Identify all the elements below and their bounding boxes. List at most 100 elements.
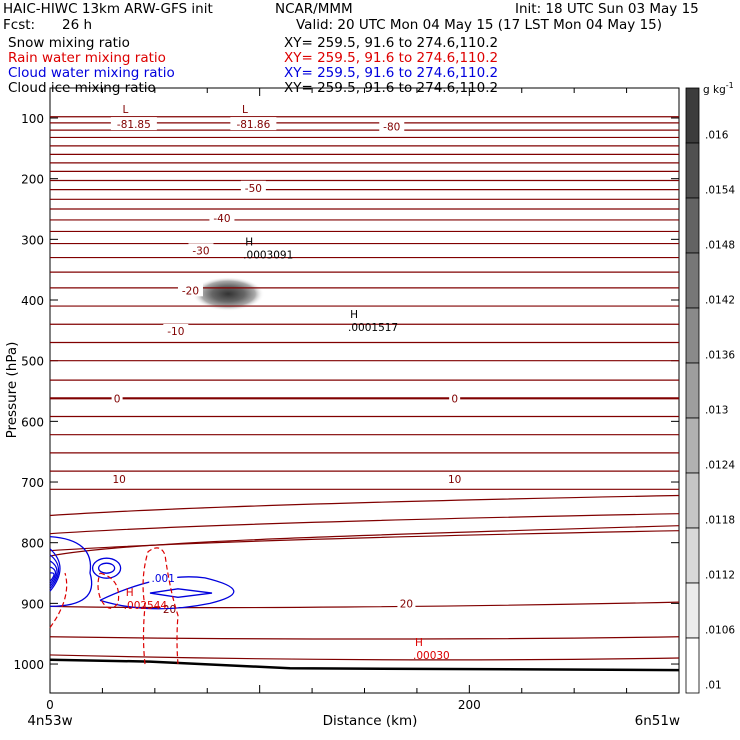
cloud-water-contour xyxy=(49,554,60,590)
cloud-water-contour xyxy=(49,548,61,592)
isotherm-line xyxy=(49,530,680,552)
y-tick-label: 1000 xyxy=(13,658,44,672)
rain-water-contour xyxy=(49,572,68,628)
model-title: HAIC-HIWC 13km ARW-GFS init xyxy=(3,1,213,17)
isotherm-line xyxy=(49,654,680,661)
rain-water-contour xyxy=(97,572,120,609)
y-tick-label: 900 xyxy=(21,597,44,611)
extremum-value: .0001517 xyxy=(348,322,398,334)
isotherm-label-bg xyxy=(397,596,416,610)
isotherm-label: -20 xyxy=(182,285,199,297)
isotherm-label: -80 xyxy=(383,121,400,133)
colorbar-label: .01 xyxy=(705,679,722,691)
colorbar-swatch xyxy=(685,637,700,694)
valid-time: Valid: 20 UTC Mon 04 May 15 (17 LST Mon … xyxy=(296,17,662,33)
colorbar-swatch xyxy=(685,142,700,199)
forecast-label: Fcst: xyxy=(3,17,35,33)
org-label: NCAR/MMM xyxy=(275,1,353,17)
colorbar-label: .016 xyxy=(705,129,729,141)
colorbar-label: .0136 xyxy=(705,349,735,361)
isotherm-line xyxy=(49,494,680,517)
isotherm-label: 0 xyxy=(114,393,121,405)
colorbar-label: .0142 xyxy=(705,294,735,306)
colorbar-label: .0148 xyxy=(705,239,735,251)
isotherm-label: 20 xyxy=(400,598,413,610)
extremum-marker: H xyxy=(350,309,358,321)
y-tick-label: 600 xyxy=(21,415,44,429)
cloud-water-label-bg xyxy=(149,570,178,583)
colorbar: .016 .0154 .0148 .0142 .0136 .013 .0124 .0118 .0… xyxy=(685,87,735,694)
x-tick-label: 200 xyxy=(458,698,481,712)
isotherm-label: 0 xyxy=(451,393,458,405)
y-tick-label: 500 xyxy=(21,355,44,369)
isotherm-line xyxy=(49,601,680,609)
extremum-marker: H xyxy=(415,637,423,649)
x-axis-title: Distance (km) xyxy=(323,713,418,729)
colorbar-swatch xyxy=(685,527,700,584)
init-time: Init: 18 UTC Sun 03 May 15 xyxy=(515,1,699,17)
cloud-water-contour xyxy=(91,557,122,579)
extremum-marker: L xyxy=(123,104,129,116)
colorbar-swatch xyxy=(685,307,700,364)
x-left-endpoint: 4n53w xyxy=(27,713,72,729)
isotherm-label-bg xyxy=(230,117,277,131)
legend-field-name: Snow mixing ratio xyxy=(8,35,130,51)
colorbar-label: .0124 xyxy=(705,459,735,471)
isotherm-label-bg xyxy=(188,243,214,257)
y-tick-label: 700 xyxy=(21,476,44,490)
forecast-hour: 26 h xyxy=(62,17,92,33)
isotherm-label: -81.85 xyxy=(117,119,151,131)
isotherm-label-bg xyxy=(111,391,123,405)
colorbar-swatch xyxy=(685,252,700,309)
legend-field-xy: XY= 259.5, 91.6 to 274.6,110.2 xyxy=(284,50,498,66)
terrain-line xyxy=(49,658,680,672)
isotherm-label-bg xyxy=(379,119,405,133)
cloud-water-contour xyxy=(97,562,116,574)
isotherm-label: 20 xyxy=(163,604,176,616)
cloud-water-label: .001 xyxy=(152,573,175,585)
cloud-water-contour xyxy=(49,560,58,587)
y-tick-label: 100 xyxy=(21,112,44,126)
x-tick-label: 0 xyxy=(46,698,54,712)
isotherm-label: -50 xyxy=(245,183,262,195)
cloud-water-contour xyxy=(49,566,57,585)
isotherm-line xyxy=(49,525,680,557)
y-tick-label: 200 xyxy=(21,173,44,187)
isotherm-line xyxy=(49,513,680,535)
cloud-water-contour xyxy=(49,572,55,582)
colorbar-label: .0118 xyxy=(705,514,735,526)
extremum-value: .00030 xyxy=(413,650,450,662)
y-axis-title: Pressure (hPa) xyxy=(4,342,20,439)
isotherm-label-bg xyxy=(240,180,266,194)
cloud-water-contour xyxy=(149,588,213,598)
extremum-marker: H xyxy=(126,587,134,599)
field-legend: Snow mixing ratio XY= 259.5, 91.6 to 274.… xyxy=(8,35,498,96)
isotherm-label-bg xyxy=(110,471,129,485)
isotherm-label: -30 xyxy=(192,245,209,257)
isotherm-label: -40 xyxy=(213,213,230,225)
y-tick-label: 800 xyxy=(21,537,44,551)
isotherm-label: 10 xyxy=(113,474,126,486)
colorbar-swatch xyxy=(685,417,700,474)
colorbar-unit: g kg-1 xyxy=(703,81,734,96)
isotherm-label-bg xyxy=(449,391,461,405)
extremum-marker: L xyxy=(242,104,248,116)
legend-field-xy: XY= 259.5, 91.6 to 274.6,110.2 xyxy=(284,65,498,81)
isotherm-label-bg xyxy=(110,117,157,131)
colorbar-label: .013 xyxy=(705,404,728,416)
colorbar-label: .0106 xyxy=(705,624,735,636)
colorbar-swatch xyxy=(685,197,700,254)
colorbar-swatch xyxy=(685,582,700,639)
rain-water-contour xyxy=(142,547,179,665)
extremum-value: .002544 xyxy=(124,600,168,612)
x-right-endpoint: 6n51w xyxy=(635,713,680,729)
isotherm-label: 10 xyxy=(448,474,461,486)
colorbar-label: .0112 xyxy=(705,569,735,581)
isotherm-line xyxy=(49,636,680,640)
extremum-value: .0003091 xyxy=(243,249,293,261)
legend-field-name: Rain water mixing ratio xyxy=(8,50,166,66)
colorbar-label: .0154 xyxy=(705,184,735,196)
isotherm-label: -81.86 xyxy=(236,119,270,131)
